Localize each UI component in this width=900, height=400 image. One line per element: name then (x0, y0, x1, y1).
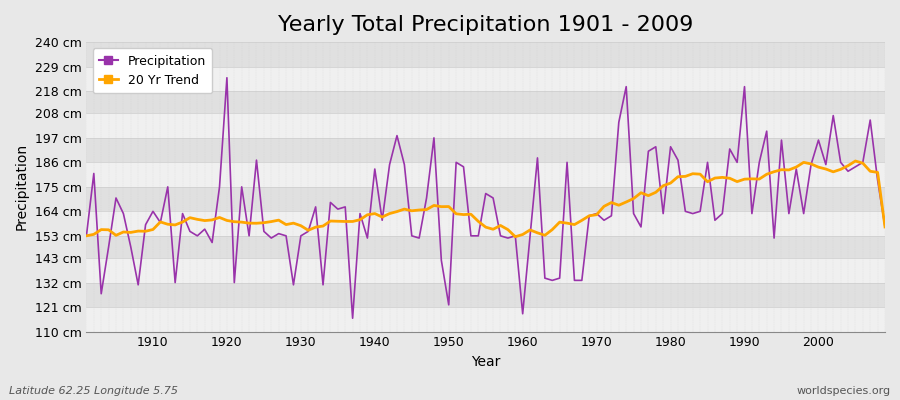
Bar (86, 91, 885, 113)
Bar (86, 42, 885, 67)
Legend: Precipitation, 20 Yr Trend: Precipitation, 20 Yr Trend (93, 48, 212, 93)
Bar (86, 258, 885, 282)
Y-axis label: Precipitation: Precipitation (15, 143, 29, 230)
Text: Latitude 62.25 Longitude 5.75: Latitude 62.25 Longitude 5.75 (9, 386, 178, 396)
Text: worldspecies.org: worldspecies.org (796, 386, 891, 396)
X-axis label: Year: Year (471, 355, 500, 369)
Bar (86, 187, 885, 211)
Bar (86, 282, 885, 307)
Bar (86, 113, 885, 138)
Bar (86, 307, 885, 332)
Bar (86, 138, 885, 162)
Bar (86, 162, 885, 187)
Bar (86, 211, 885, 236)
Title: Yearly Total Precipitation 1901 - 2009: Yearly Total Precipitation 1901 - 2009 (278, 15, 693, 35)
Bar (86, 236, 885, 258)
Bar (86, 67, 885, 91)
